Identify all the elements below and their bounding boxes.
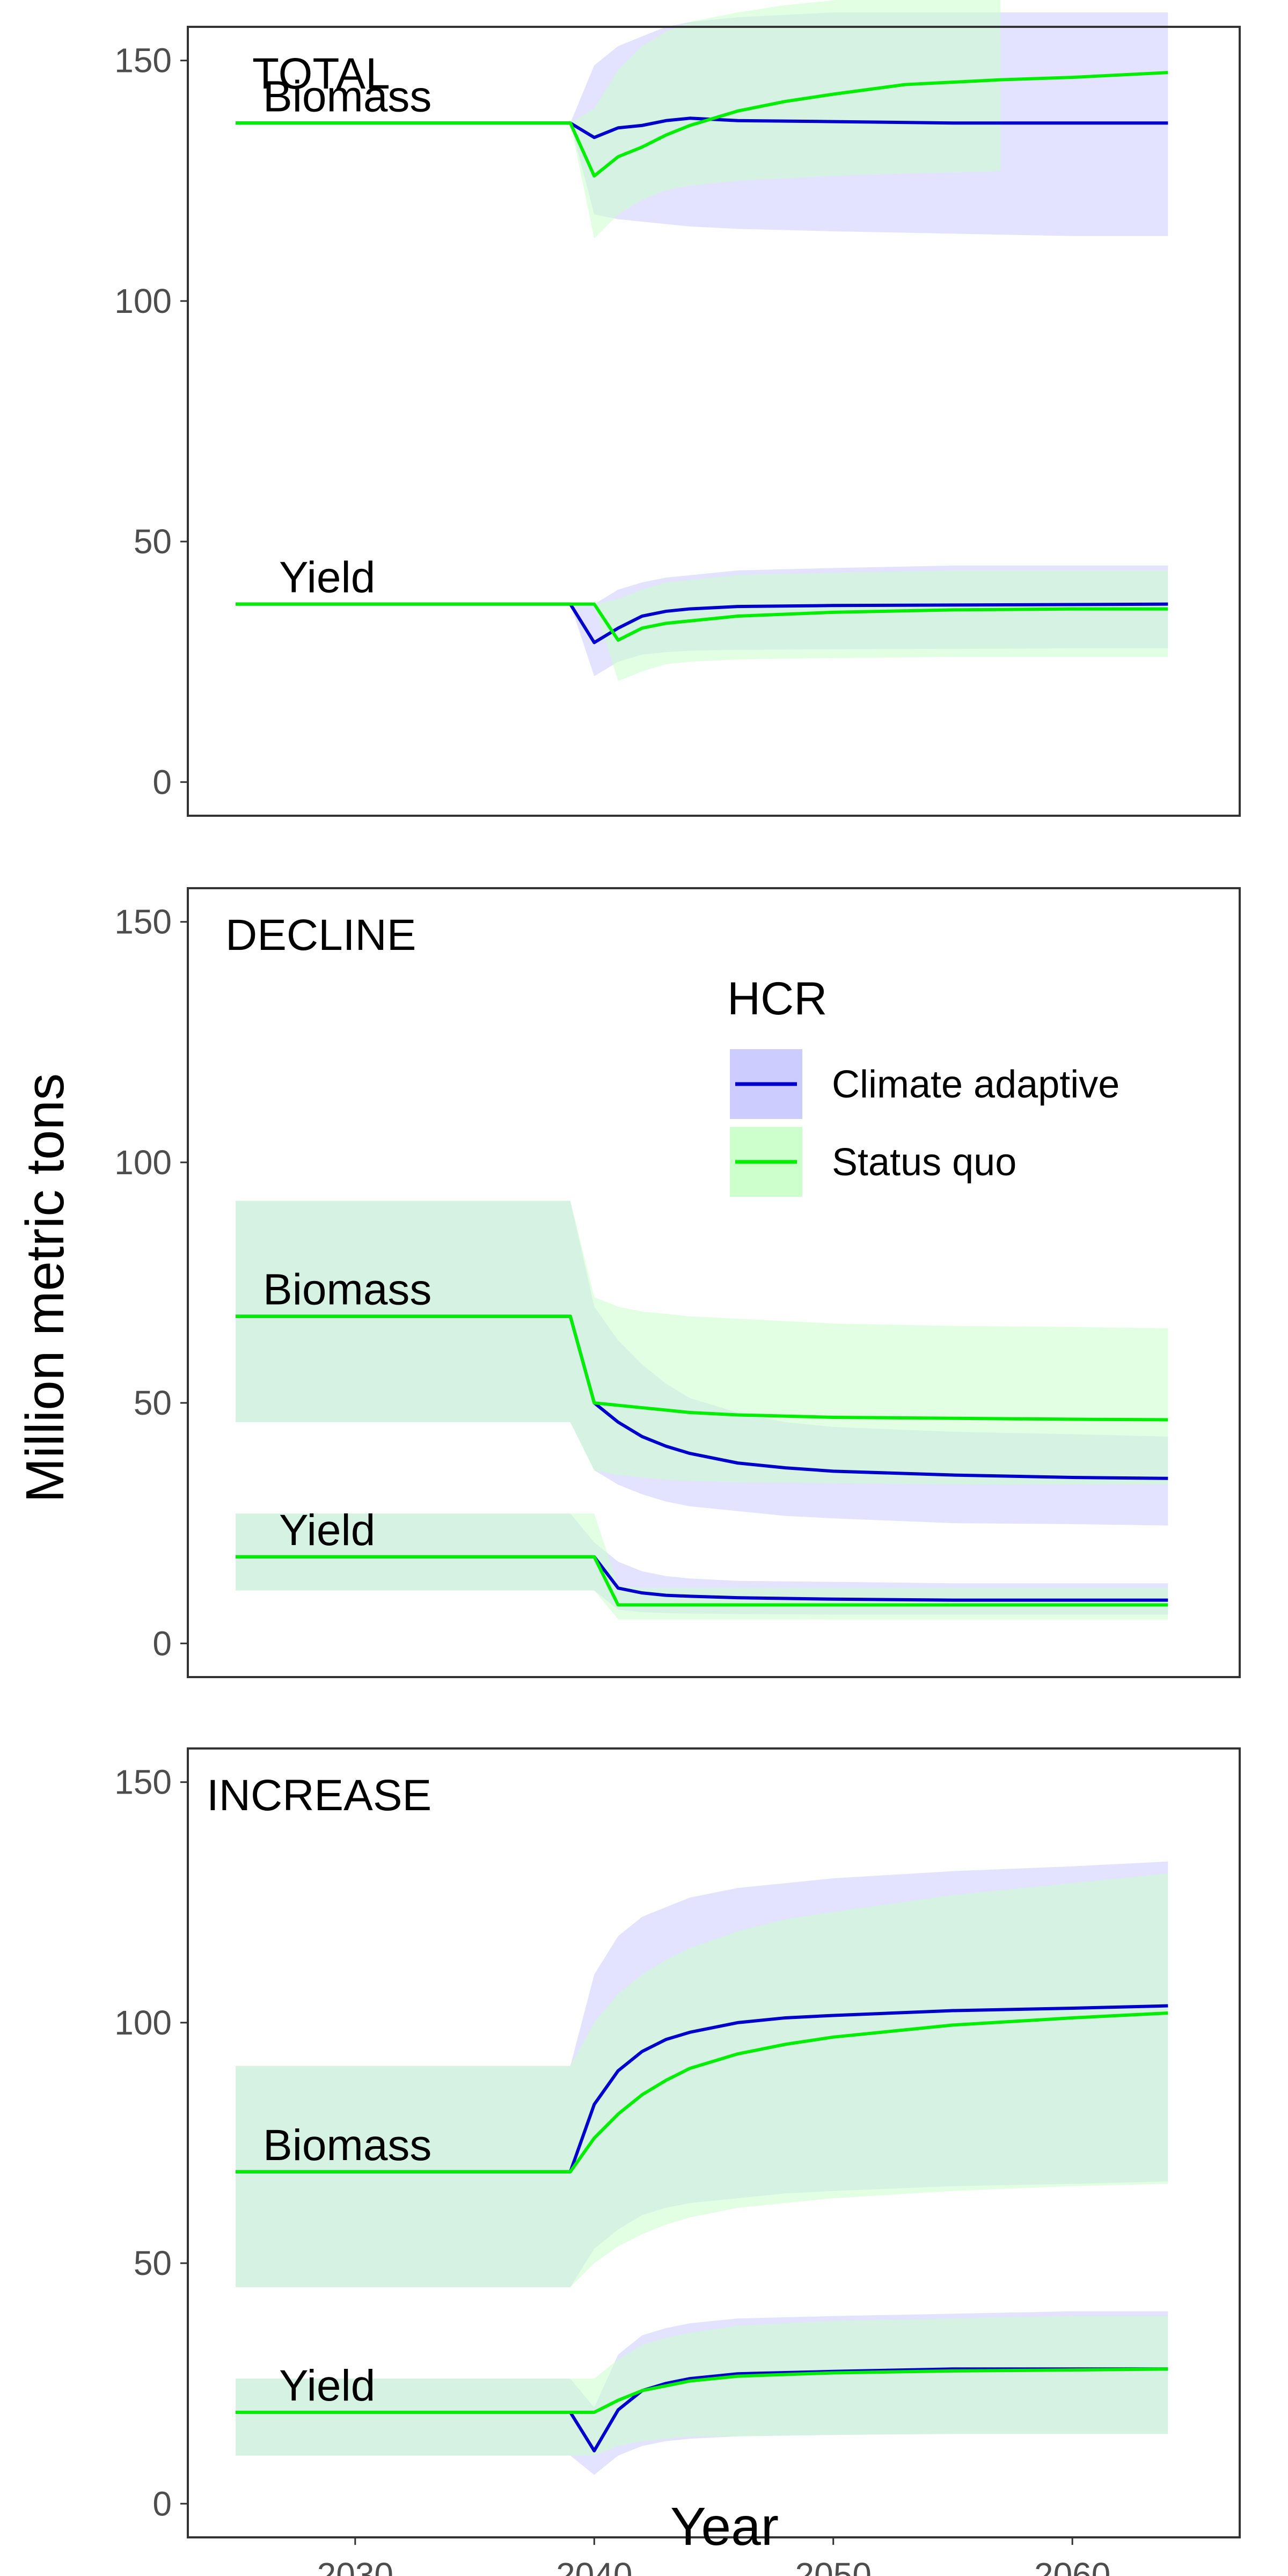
panel-total: Biomass Yield TOTAL 0 50 100 150: [114, 0, 1241, 817]
legend-title: HCR: [727, 973, 827, 1024]
x-axis: 2030 2040 2050 2060: [317, 2537, 1110, 2576]
total-yield-climate-adaptive-line: [236, 602, 1168, 645]
x-tick-label-2050: 2050: [795, 2556, 872, 2576]
decline-biomass-status-quo-ribbon: [236, 1201, 1168, 1485]
y-axis-title: Million metric tons: [15, 1073, 75, 1503]
total-y-tick-label-50: 50: [134, 522, 172, 561]
increase-biomass-status-quo-line: [236, 2011, 1168, 2174]
decline-biomass-status-quo-line: [236, 1314, 1168, 1422]
increase-yield-label: Yield: [279, 2361, 375, 2410]
panel-label-total: TOTAL: [252, 49, 390, 98]
total-y-tick-label-100: 100: [114, 282, 172, 320]
legend-entry-climate-adaptive: Climate adaptive: [730, 1049, 1119, 1119]
increase-y-tick-label-150: 150: [114, 1763, 172, 1802]
increase-biomass-status-quo-ribbon: [236, 1874, 1168, 2287]
x-tick-label-2030: 2030: [317, 2556, 393, 2576]
increase-y-tick-label-0: 0: [152, 2484, 172, 2523]
increase-yield-climate-adaptive-line: [236, 2367, 1168, 2453]
increase-yield-status-quo-line: [236, 2367, 1168, 2414]
increase-y-tick-label-50: 50: [134, 2244, 172, 2282]
x-tick-label-2060: 2060: [1034, 2556, 1110, 2576]
decline-yield-status-quo-ribbon: [236, 1513, 1168, 1620]
panel-border-total: [187, 26, 1241, 817]
x-tick-label-2040: 2040: [556, 2556, 632, 2576]
decline-y-tick-label-0: 0: [152, 1624, 172, 1663]
increase-biomass-climate-adaptive-line: [236, 2004, 1168, 2174]
increase-biomass-label: Biomass: [263, 2121, 431, 2170]
total-biomass-status-quo-line: [236, 71, 1168, 178]
total-biomass-label: Biomass: [263, 72, 431, 121]
panel-decline: Biomass Yield DECLINE 0 50 100 150: [114, 887, 1241, 1678]
decline-biomass-label: Biomass: [263, 1265, 431, 1314]
x-axis-title: Year: [670, 2497, 779, 2557]
total-y-tick-label-150: 150: [114, 41, 172, 80]
panel-label-increase: INCREASE: [207, 1771, 431, 1820]
legend-entry-status-quo: Status quo: [730, 1127, 1016, 1197]
decline-y-tick-label-50: 50: [134, 1384, 172, 1422]
legend-label-climate-adaptive: Climate adaptive: [832, 1063, 1119, 1106]
total-yield-label: Yield: [279, 553, 375, 602]
legend: HCR Climate adaptive Status quo: [727, 973, 1119, 1197]
panel-label-decline: DECLINE: [225, 911, 416, 960]
total-y-tick-label-0: 0: [152, 763, 172, 801]
total-biomass-status-quo-ribbon: [236, 0, 1001, 239]
total-yield-status-quo-line: [236, 602, 1168, 642]
total-yield-status-quo-ribbon: [236, 570, 1168, 682]
decline-yield-status-quo-line: [236, 1555, 1168, 1607]
panel-increase: Biomass Yield INCREASE 0 50 100 150: [114, 1747, 1241, 2538]
increase-y-tick-label-100: 100: [114, 2003, 172, 2042]
decline-yield-label: Yield: [279, 1506, 375, 1555]
decline-y-tick-label-100: 100: [114, 1143, 172, 1182]
panel-border-decline: [187, 887, 1241, 1678]
legend-label-status-quo: Status quo: [832, 1141, 1016, 1184]
decline-y-tick-label-150: 150: [114, 903, 172, 941]
total-biomass-climate-adaptive-line: [236, 116, 1168, 140]
panel-border-increase: [187, 1747, 1241, 2538]
increase-yield-status-quo-ribbon: [236, 2316, 1168, 2456]
